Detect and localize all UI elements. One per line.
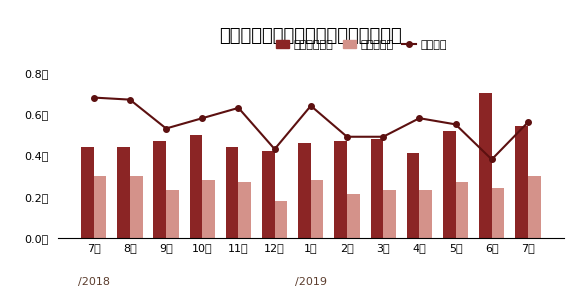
Bar	[238, 182, 251, 238]
Bar	[94, 176, 106, 238]
Bar	[334, 141, 347, 238]
Bar	[371, 139, 383, 238]
Bar	[81, 147, 94, 238]
Bar	[189, 135, 202, 238]
Bar	[153, 141, 166, 238]
Bar	[419, 190, 432, 238]
Bar	[202, 180, 215, 238]
Bar	[347, 195, 360, 238]
Text: /2019: /2019	[295, 277, 327, 287]
Bar	[262, 151, 275, 238]
Bar	[311, 180, 324, 238]
Bar	[456, 182, 468, 238]
Bar	[383, 190, 396, 238]
Bar	[275, 201, 288, 238]
Bar	[130, 176, 142, 238]
Legend: 新規求職者数, 新規求人数, 求人倍率: 新規求職者数, 新規求人数, 求人倍率	[272, 35, 451, 54]
Bar	[515, 126, 528, 238]
Bar	[492, 188, 504, 238]
Title: 人事・総務部門の求人マーケット概要: 人事・総務部門の求人マーケット概要	[220, 27, 402, 45]
Bar	[479, 93, 492, 238]
Bar	[226, 147, 238, 238]
Bar	[166, 190, 179, 238]
Bar	[117, 147, 130, 238]
Text: /2018: /2018	[78, 277, 110, 287]
Bar	[407, 153, 419, 238]
Bar	[528, 176, 540, 238]
Bar	[298, 143, 311, 238]
Bar	[443, 130, 456, 238]
